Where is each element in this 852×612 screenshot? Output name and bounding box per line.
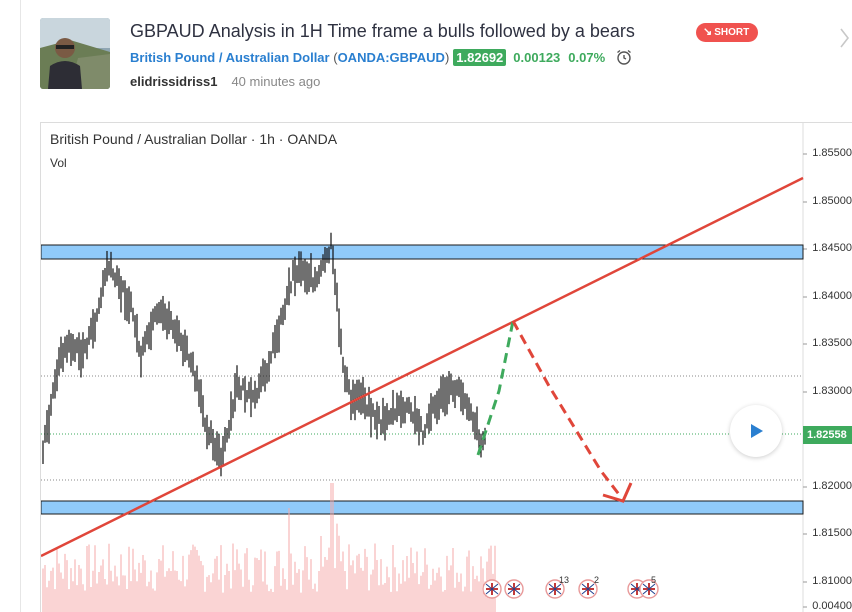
chevron-right-icon[interactable]	[838, 24, 852, 52]
price-change-percent: 0.07%	[568, 49, 606, 65]
price-axis-label: 0.00400	[812, 600, 852, 612]
price-chart[interactable]	[41, 123, 852, 612]
idea-header: GBPAUD Analysis in 1H Time frame a bulls…	[40, 18, 840, 98]
author-name[interactable]: elidrissidriss1	[130, 74, 218, 89]
paren-close: )	[444, 49, 450, 65]
short-badge: ↘ SHORT	[696, 23, 759, 42]
flag-icon[interactable]	[639, 579, 659, 599]
resistance-zone	[41, 244, 804, 260]
flag-icon[interactable]	[578, 579, 598, 599]
price-axis-label: 1.81000	[812, 575, 852, 587]
flag-icon[interactable]	[545, 579, 565, 599]
flag-icon[interactable]	[504, 579, 524, 599]
down-arrow-icon: ↘	[703, 26, 713, 38]
price-axis-label: 1.83000	[812, 385, 852, 397]
bullish-projection	[476, 320, 515, 456]
event-count: 5	[651, 575, 657, 585]
paren-open: (	[329, 49, 338, 65]
chart-legend: British Pound / Australian Dollar · 1h ·…	[50, 131, 338, 147]
last-price: 1.82692	[453, 48, 507, 66]
alarm-clock-icon[interactable]	[615, 48, 633, 66]
author-avatar[interactable]	[40, 18, 110, 89]
meta-line: elidrissidriss1 40 minutes ago	[130, 74, 320, 89]
price-axis-label: 1.85500	[812, 147, 852, 159]
idea-title[interactable]: GBPAUD Analysis in 1H Time frame a bulls…	[130, 21, 635, 41]
price-axis-label: 1.82000	[812, 480, 852, 492]
price-axis-label: 1.83500	[812, 337, 852, 349]
publish-time: 40 minutes ago	[231, 74, 321, 89]
event-count: 2	[594, 575, 600, 585]
play-button[interactable]	[730, 405, 782, 457]
price-axis-label: 1.84500	[812, 242, 852, 254]
ascending-trendline	[41, 176, 804, 558]
bearish-projection-hook	[602, 482, 633, 503]
play-icon	[751, 424, 763, 438]
exchange-symbol-link[interactable]: OANDA:GBPAUD	[337, 49, 445, 65]
chart-container[interactable]: British Pound / Australian Dollar · 1h ·…	[40, 122, 852, 612]
price-axis-label: 1.81500	[812, 527, 852, 539]
short-badge-label: SHORT	[714, 27, 750, 38]
price-axis-label: 1.85000	[812, 195, 852, 207]
support-zone	[41, 500, 804, 515]
symbol-name-link[interactable]: British Pound / Australian Dollar	[130, 49, 330, 65]
symbol-line: British Pound / Australian Dollar (OANDA…	[130, 48, 633, 66]
volume-legend: Vol	[50, 156, 67, 170]
current-price-tag: 1.82558	[803, 426, 852, 444]
price-change: 0.00123	[513, 49, 561, 65]
event-count: 13	[559, 575, 570, 585]
price-axis-label: 1.84000	[812, 290, 852, 302]
flag-icon[interactable]	[482, 579, 502, 599]
page-divider	[20, 0, 21, 612]
bearish-projection	[511, 320, 623, 498]
